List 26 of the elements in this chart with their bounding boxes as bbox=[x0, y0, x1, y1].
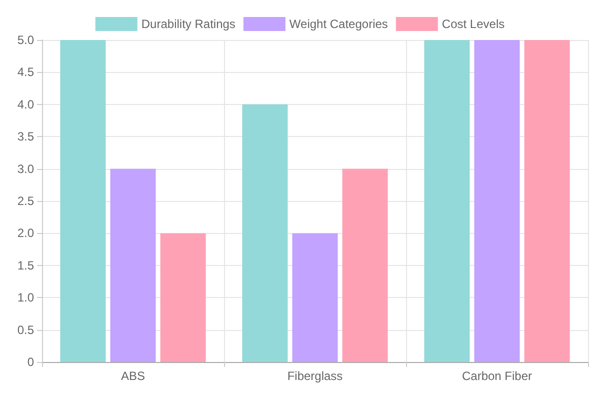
y-tick-label: 4.5 bbox=[17, 65, 34, 80]
y-tick-label: 1.5 bbox=[17, 258, 34, 272]
legend-label: Weight Categories bbox=[289, 17, 388, 31]
y-tick-label: 3.0 bbox=[17, 162, 34, 176]
bar bbox=[242, 104, 288, 362]
legend-label: Cost Levels bbox=[442, 17, 505, 31]
bar bbox=[474, 40, 520, 362]
bar bbox=[524, 40, 570, 362]
y-tick-label: 3.5 bbox=[17, 130, 34, 144]
y-tick-label: 0.5 bbox=[17, 322, 34, 337]
bar bbox=[110, 168, 156, 362]
y-tick-label: 4.0 bbox=[17, 97, 34, 112]
bar bbox=[424, 40, 470, 362]
y-tick-label: 2.5 bbox=[17, 194, 34, 208]
y-tick-label: 2.0 bbox=[17, 226, 34, 240]
x-tick-label: ABS bbox=[120, 369, 146, 383]
y-tick-label: 5.0 bbox=[17, 33, 34, 47]
legend-label: Durability Ratings bbox=[141, 17, 236, 31]
bar bbox=[60, 40, 106, 362]
x-tick-label: Carbon Fiber bbox=[462, 369, 532, 383]
y-tick-label: 1.0 bbox=[17, 290, 34, 305]
bar bbox=[292, 233, 338, 362]
bar bbox=[160, 233, 206, 362]
bar bbox=[342, 168, 388, 362]
y-tick-label: 0 bbox=[27, 355, 34, 369]
x-tick-label: Fiberglass bbox=[287, 369, 343, 383]
